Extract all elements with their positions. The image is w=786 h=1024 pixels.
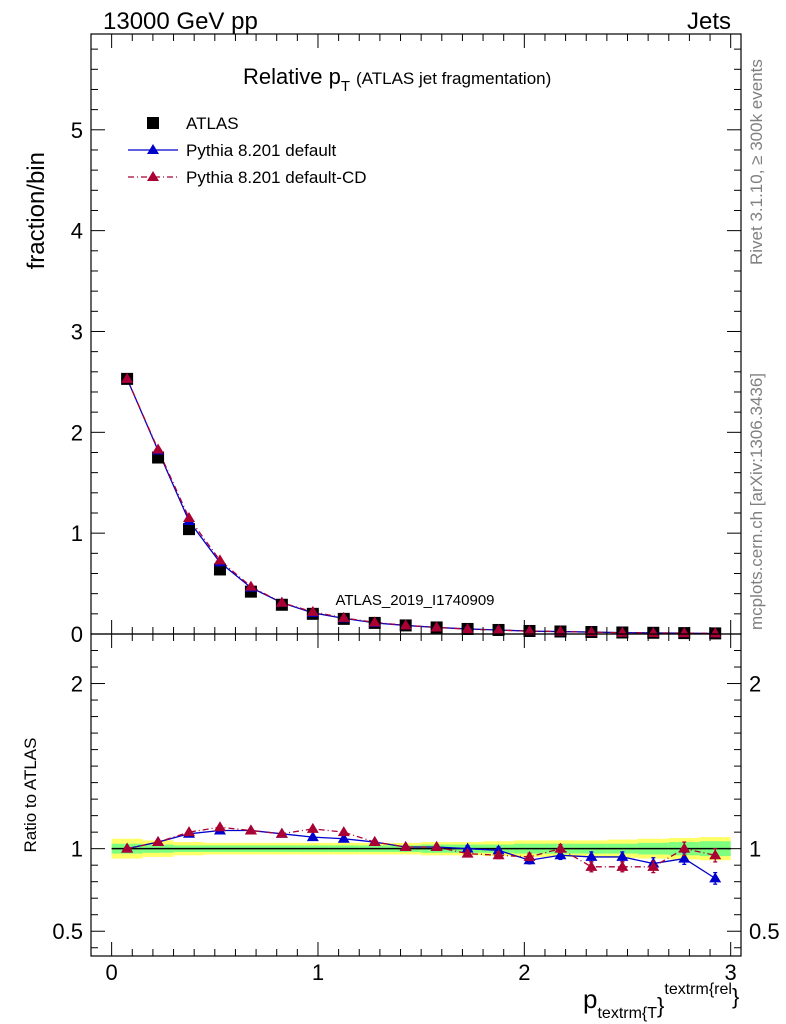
cd-point [430, 621, 443, 632]
cd-point [213, 554, 226, 565]
ratio-xtick-label: 0 [106, 960, 118, 985]
ratio-ytick-label: 1 [71, 837, 83, 862]
main-ytick-label: 5 [71, 118, 83, 143]
ratio-ytick-label-right: 2 [749, 672, 761, 697]
ratio-cd-point [368, 836, 381, 847]
ratio-cd-point [709, 849, 722, 860]
ratio-cd-point [492, 849, 505, 860]
main-title: Relative pT (ATLAS jet fragmentation) [243, 64, 551, 95]
ratio-frame [90, 633, 742, 957]
ratio-xtick-label: 3 [725, 960, 737, 985]
cd-point [523, 625, 536, 636]
legend: ATLAS Pythia 8.201 default Pythia 8.201 … [128, 114, 367, 187]
cd-point [244, 580, 257, 591]
ratio-data-layer [111, 821, 731, 885]
atlas-point [152, 451, 165, 464]
cd-point [183, 512, 196, 523]
ratio-cd-point [183, 826, 196, 837]
ratio-cd-point [275, 827, 288, 838]
cd-point [399, 619, 412, 630]
ratio-ytick-label: 0.5 [52, 919, 83, 944]
legend-label-cd: Pythia 8.201 default-CD [186, 168, 367, 187]
main-data-layer [121, 372, 722, 640]
cd-point [554, 625, 567, 636]
cd-point [368, 616, 381, 627]
ratio-ticks: 0.5 0.5 1 1 2 2 0 1 2 3 [52, 634, 780, 985]
ratio-cd-point [399, 841, 412, 852]
ratio-cd-point [585, 860, 598, 871]
ratio-default-point [554, 849, 567, 860]
atlas-point [213, 563, 226, 576]
legend-marker-cd [147, 171, 159, 181]
main-ytick-label: 1 [71, 521, 83, 546]
ratio-xlabel: ptextrm{T}textrm{rel} [583, 981, 739, 1022]
ratio-default-point [306, 831, 319, 842]
main-ticks: 0 1 2 3 4 5 [71, 34, 741, 647]
ratio-cd-point [306, 822, 319, 833]
ratio-default-point [585, 850, 598, 861]
ratio-ytick-label-right: 0.5 [749, 919, 780, 944]
ratio-cd-point [430, 841, 443, 852]
ratio-cd-point [647, 860, 660, 871]
ratio-cd-point [616, 860, 629, 871]
ratio-cd-point [554, 842, 567, 853]
ratio-ytick-label: 2 [71, 672, 83, 697]
analysis-watermark: ATLAS_2019_I1740909 [335, 592, 494, 609]
legend-label-atlas: ATLAS [186, 114, 239, 133]
cd-point [275, 596, 288, 607]
main-ytick-label: 0 [71, 622, 83, 647]
ratio-default-point [678, 852, 691, 863]
main-ytick-label: 2 [71, 420, 83, 445]
ratio-cd-point [152, 836, 165, 847]
header-left: 13000 GeV pp [103, 8, 258, 35]
ratio-default-point [337, 832, 350, 843]
main-ytick-label: 4 [71, 219, 83, 244]
ratio-xtick-label: 2 [518, 960, 530, 985]
ratio-default-point [616, 850, 629, 861]
ratio-xtick-label: 1 [312, 960, 324, 985]
ratio-panel: 0.5 0.5 1 1 2 2 0 1 2 3 Ratio to ATLAS ptextrm{T}… [21, 633, 780, 1022]
ratio-ytick-label-right: 1 [749, 837, 761, 862]
ratio-cd-point [244, 824, 257, 835]
cd-point [709, 627, 722, 638]
ratio-cd-point [678, 842, 691, 853]
cd-point [492, 624, 505, 635]
cd-point [152, 443, 165, 454]
legend-label-default: Pythia 8.201 default [186, 141, 337, 160]
legend-marker-atlas [147, 117, 159, 129]
main-ytick-label: 3 [71, 319, 83, 344]
ratio-ylabel: Ratio to ATLAS [21, 738, 40, 853]
ratio-cd-point [121, 842, 134, 853]
atlas-point [183, 523, 196, 536]
ratio-cd-point [337, 826, 350, 837]
main-ylabel: fraction/bin [23, 152, 50, 269]
cd-point [306, 605, 319, 616]
cd-point [121, 372, 134, 383]
legend-marker-default [147, 144, 159, 154]
header-right: Jets [687, 8, 731, 35]
ratio-cd-point [523, 850, 536, 861]
ratio-default-point [709, 872, 722, 883]
cd-point [337, 611, 350, 622]
ratio-cd-point [213, 821, 226, 832]
ratio-line-cd [126, 826, 716, 868]
cd-point [461, 623, 474, 634]
mcplots-label: mcplots.cern.ch [arXiv:1306.3436] [747, 373, 766, 630]
ratio-cd-point [461, 847, 474, 858]
rivet-label: Rivet 3.1.10, ≥ 300k events [747, 59, 766, 265]
